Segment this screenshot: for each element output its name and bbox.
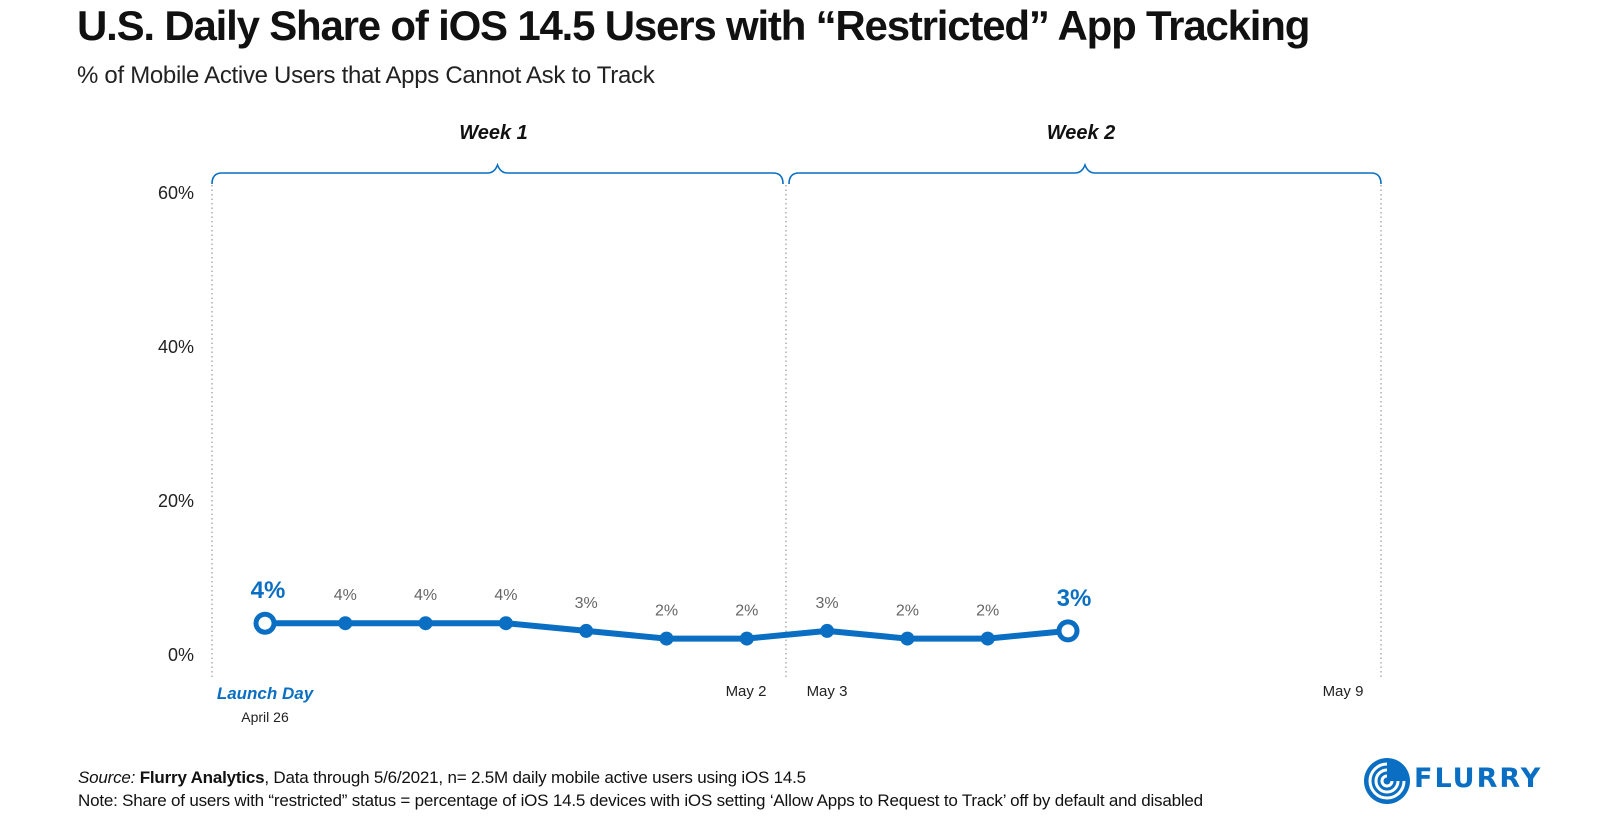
data-point-highlight xyxy=(1056,619,1080,643)
data-label: 4% xyxy=(494,587,517,604)
logo-text: FLURRY xyxy=(1414,763,1543,794)
y-tick-label: 40% xyxy=(158,337,194,357)
data-label: 4% xyxy=(334,587,357,604)
data-label: 4% xyxy=(414,587,437,604)
data-label: 2% xyxy=(655,603,678,620)
x-tick-label: May 3 xyxy=(807,683,848,700)
note-line: Note: Share of users with “restricted” s… xyxy=(78,791,1203,810)
x-tick-label: May 2 xyxy=(726,683,767,700)
chart-footer: Source: Flurry Analytics, Data through 5… xyxy=(78,766,1203,812)
source-details: , Data through 5/6/2021, n= 2.5M daily m… xyxy=(264,768,806,787)
y-tick-label: 20% xyxy=(158,491,194,511)
data-label-highlight: 4% xyxy=(251,577,286,604)
flurry-logo: FLURRY xyxy=(1362,753,1562,809)
data-label: 3% xyxy=(575,595,598,612)
x-tick-label: April 26 xyxy=(241,709,289,725)
week-label: Week 1 xyxy=(459,122,528,144)
data-label: 2% xyxy=(896,603,919,620)
data-point xyxy=(980,631,995,646)
data-label: 2% xyxy=(976,603,999,620)
source-prefix: Source: xyxy=(78,768,136,787)
data-point xyxy=(820,623,835,638)
chart-subtitle: % of Mobile Active Users that Apps Canno… xyxy=(77,62,655,89)
source-name: Flurry Analytics xyxy=(139,768,265,787)
week-bracket xyxy=(788,162,1382,185)
y-tick-label: 0% xyxy=(168,645,194,665)
data-point xyxy=(498,616,513,631)
line-chart: 0% 20% 40% 60% Week 1 Week 2 4% 4% 4% 4% 3% 2% 2% 3% 2… xyxy=(158,122,1382,725)
data-label: 3% xyxy=(816,595,839,612)
source-line: Source: Flurry Analytics, Data through 5… xyxy=(78,766,1203,789)
y-tick-label: 60% xyxy=(158,183,194,203)
data-point xyxy=(659,631,674,646)
data-point xyxy=(739,631,754,646)
data-point-highlight xyxy=(253,611,277,635)
data-label-highlight: 3% xyxy=(1057,585,1092,612)
x-tick-label: May 9 xyxy=(1323,683,1364,700)
chart-title: U.S. Daily Share of iOS 14.5 Users with … xyxy=(77,2,1310,49)
week-label: Week 2 xyxy=(1047,122,1116,144)
data-point xyxy=(338,616,353,631)
data-point xyxy=(418,616,433,631)
data-point xyxy=(579,623,594,638)
launch-day-label: Launch Day xyxy=(217,684,315,703)
data-label: 2% xyxy=(735,603,758,620)
flurry-swirl-icon xyxy=(1364,758,1410,804)
week-bracket xyxy=(211,162,784,185)
data-point xyxy=(900,631,915,646)
